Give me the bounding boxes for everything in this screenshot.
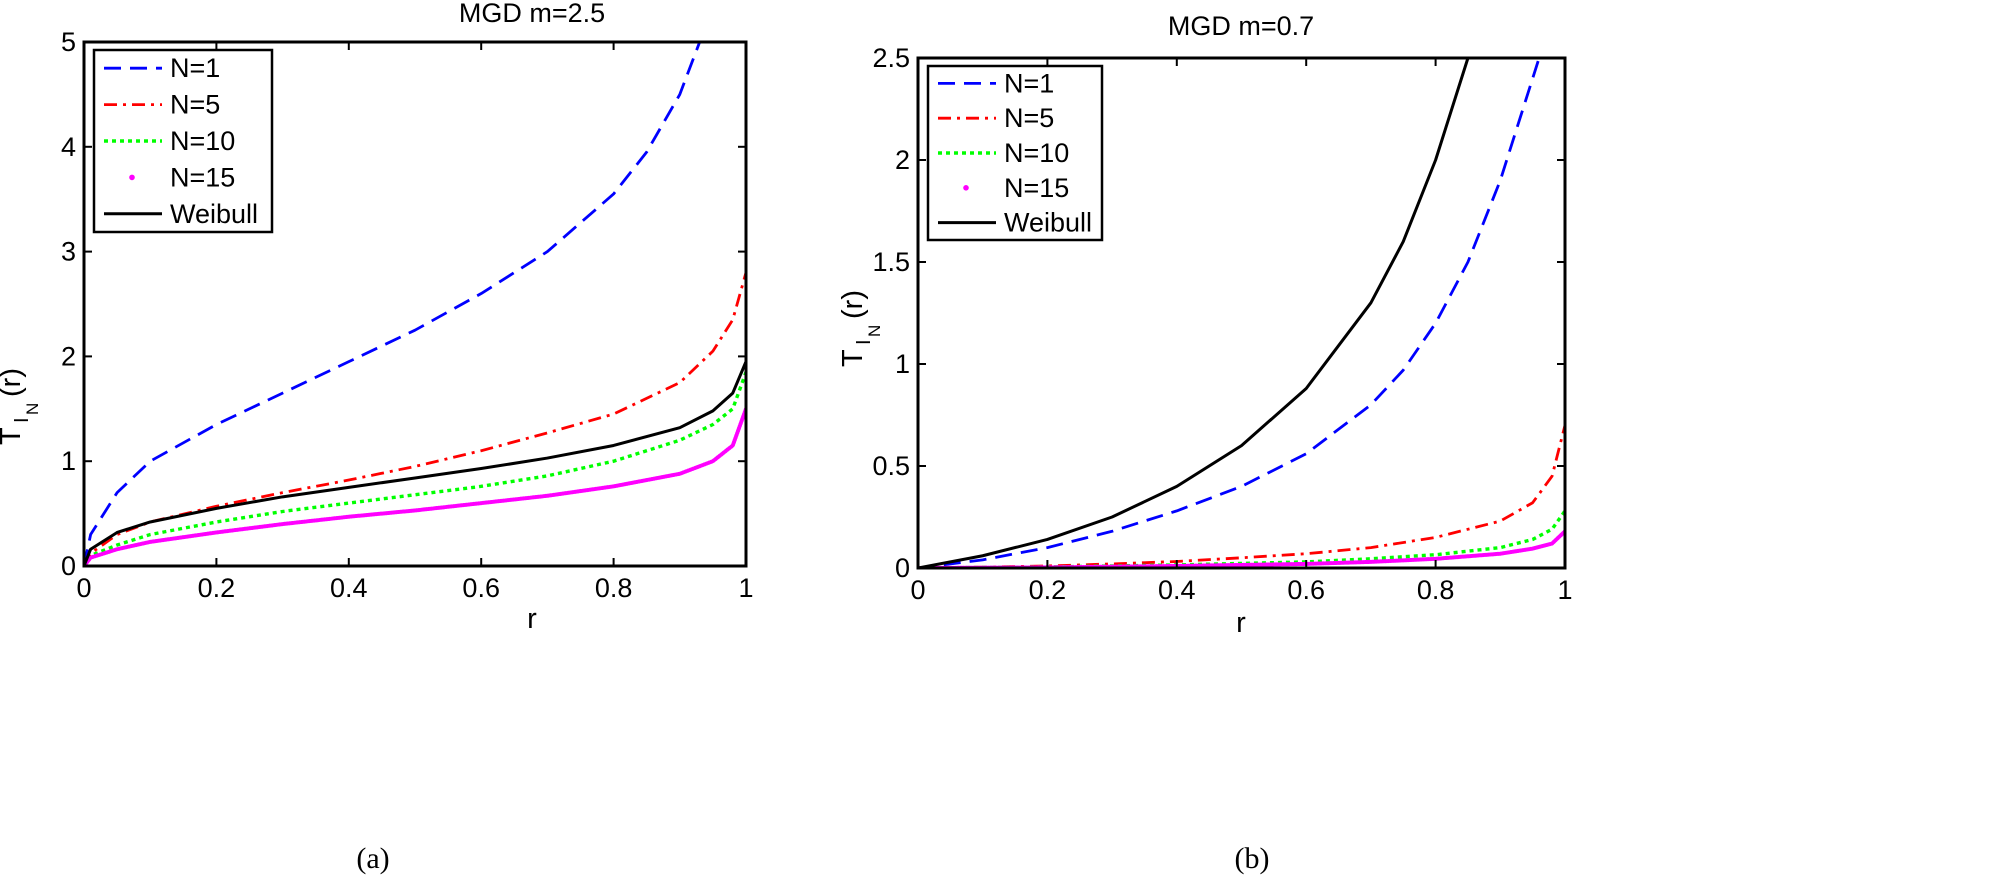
y-tick-label: 2.5 — [872, 43, 910, 73]
x-tick-label: 1 — [738, 573, 753, 603]
y-axis-label-main: T — [0, 427, 27, 445]
x-tick-label: 0 — [76, 573, 91, 603]
y-axis-label-sub2: N — [23, 403, 42, 415]
series-line-n-1 — [84, 42, 701, 566]
legend-label: N=1 — [170, 53, 220, 83]
legend-item: N=15 — [129, 162, 235, 192]
y-axis-label-sub2: N — [865, 325, 884, 337]
chart-title: MGD m=0.7 — [1168, 11, 1314, 41]
chart-title: MGD m=2.5 — [459, 0, 605, 28]
legend-label: N=10 — [170, 126, 235, 156]
x-tick-label: 0.8 — [595, 573, 633, 603]
x-axis-label: r — [527, 603, 537, 635]
series-line-n-15 — [84, 406, 746, 566]
y-tick-label: 0 — [895, 553, 910, 583]
legend-item: N=5 — [938, 103, 1054, 133]
y-axis-label-sub1: I — [853, 339, 875, 345]
y-tick-label: 1 — [895, 349, 910, 379]
x-axis-label: r — [1236, 607, 1246, 639]
series-group — [84, 42, 746, 566]
x-tick-label: 0.6 — [462, 573, 500, 603]
legend: N=1 N=5 N=10 N=15 Weibull — [92, 48, 274, 234]
legend-item: N=10 — [938, 138, 1069, 168]
x-tick-label: 0 — [910, 575, 925, 605]
y-tick-label: 0.5 — [872, 451, 910, 481]
caption-a: (a) — [356, 842, 389, 875]
series-line-weibull — [84, 361, 746, 566]
x-tick-label: 0.6 — [1287, 575, 1325, 605]
y-axis-label-sub1: I — [11, 417, 33, 423]
y-tick-label: 0 — [61, 551, 76, 581]
x-tick-label: 0.4 — [1158, 575, 1196, 605]
legend-label: N=5 — [1004, 103, 1054, 133]
legend-item: Weibull — [938, 208, 1092, 238]
series-line-n-5 — [918, 424, 1565, 568]
legend-label: N=5 — [170, 90, 220, 120]
series-line-weibull — [918, 58, 1470, 568]
y-tick-label: 5 — [61, 27, 76, 57]
y-tick-label: 4 — [61, 132, 76, 162]
legend-item: N=1 — [104, 53, 220, 83]
plot-frame — [916, 56, 1567, 570]
series-line-n-1 — [918, 58, 1541, 568]
legend-item: N=5 — [104, 90, 220, 120]
y-axis-label-suffix: (r) — [0, 368, 27, 397]
y-tick-label: 2 — [61, 341, 76, 371]
y-axis-label: T I N (r) — [0, 368, 42, 445]
legend-label: N=10 — [1004, 138, 1069, 168]
x-tick-label: 0.4 — [330, 573, 368, 603]
y-tick-label: 2 — [895, 145, 910, 175]
y-tick-label: 3 — [61, 237, 76, 267]
chart-panel-b: MGD m=0.7 T I N (r) r 0 0.2 0.4 0.6 0.8 1 0 0.5… — [837, 11, 1573, 639]
y-axis-label-main: T — [837, 349, 869, 367]
legend-item: N=1 — [938, 68, 1054, 98]
y-tick-label: 1.5 — [872, 247, 910, 277]
legend-swatch — [129, 174, 135, 181]
y-axis-label: T I N (r) — [837, 290, 884, 367]
legend-label: Weibull — [1004, 208, 1092, 238]
caption-b: (b) — [1235, 842, 1270, 875]
x-tick-label: 0.2 — [198, 573, 236, 603]
legend-label: Weibull — [170, 199, 258, 229]
y-tick-label: 1 — [61, 446, 76, 476]
x-tick-label: 0.2 — [1029, 575, 1067, 605]
chart-panel-a: MGD m=2.5 T I N (r) r 0 0.2 0.4 0.6 0.8 1 0 1 2 3… — [0, 0, 754, 635]
x-tick-label: 1 — [1557, 575, 1572, 605]
legend-label: N=15 — [170, 162, 235, 192]
legend-label: N=1 — [1004, 68, 1054, 98]
x-tick-label: 0.8 — [1417, 575, 1455, 605]
legend-item: Weibull — [104, 199, 258, 229]
legend-label: N=15 — [1004, 173, 1069, 203]
legend: N=1 N=5 N=10 N=15 Weibull — [926, 64, 1104, 242]
y-axis-label-suffix: (r) — [837, 290, 869, 319]
legend-swatch — [963, 185, 969, 191]
legend-item: N=10 — [104, 126, 235, 156]
legend-item: N=15 — [963, 173, 1069, 203]
legend-box — [926, 64, 1104, 242]
plot-frame — [82, 40, 748, 568]
